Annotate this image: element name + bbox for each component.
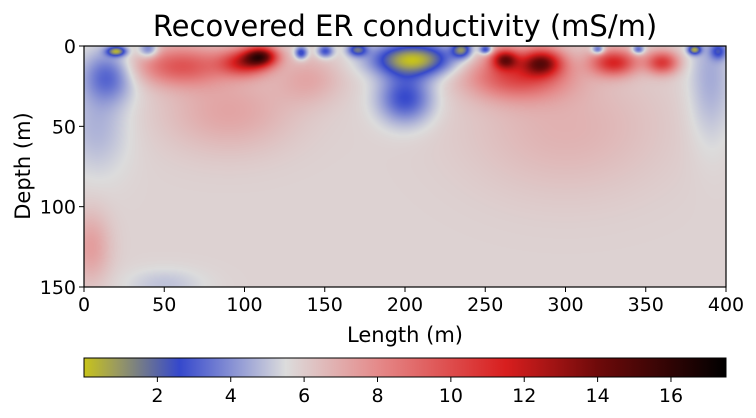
colorbar-tick-label: 14 bbox=[586, 385, 610, 407]
colorbar-ticks: 2 4 6 8 10 12 14 16 bbox=[151, 377, 683, 407]
x-tick-label: 50 bbox=[152, 294, 176, 316]
x-tick-label: 250 bbox=[467, 294, 503, 316]
x-tick-label: 0 bbox=[78, 294, 90, 316]
x-tick-label: 150 bbox=[307, 294, 343, 316]
y-tick-label: 150 bbox=[40, 277, 76, 299]
x-axis-label: Length (m) bbox=[347, 323, 463, 347]
heatmap-raster bbox=[84, 46, 726, 287]
x-tick-label: 350 bbox=[628, 294, 664, 316]
x-tick-label: 300 bbox=[547, 294, 583, 316]
colorbar-tick-label: 4 bbox=[225, 385, 237, 407]
y-tick-label: 0 bbox=[64, 36, 76, 58]
x-axis-ticks: 0 50 100 150 200 250 300 350 400 bbox=[78, 287, 744, 316]
colorbar bbox=[83, 357, 727, 378]
y-tick-label: 100 bbox=[40, 197, 76, 219]
y-tick-label: 50 bbox=[52, 116, 76, 138]
colorbar-tick-label: 6 bbox=[298, 385, 310, 407]
heatmap-image bbox=[84, 46, 726, 287]
x-tick-label: 100 bbox=[226, 294, 262, 316]
y-axis-ticks: 0 50 100 150 bbox=[40, 36, 84, 299]
x-tick-label: 400 bbox=[708, 294, 744, 316]
colorbar-tick-label: 10 bbox=[439, 385, 463, 407]
colorbar-tick-label: 8 bbox=[371, 385, 383, 407]
colorbar-tick-label: 12 bbox=[512, 385, 536, 407]
y-axis-label: Depth (m) bbox=[11, 112, 35, 219]
colorbar-tick-label: 2 bbox=[151, 385, 163, 407]
chart-title: Recovered ER conductivity (mS/m) bbox=[153, 9, 657, 43]
x-tick-label: 200 bbox=[387, 294, 423, 316]
colorbar-tick-label: 16 bbox=[659, 385, 683, 407]
